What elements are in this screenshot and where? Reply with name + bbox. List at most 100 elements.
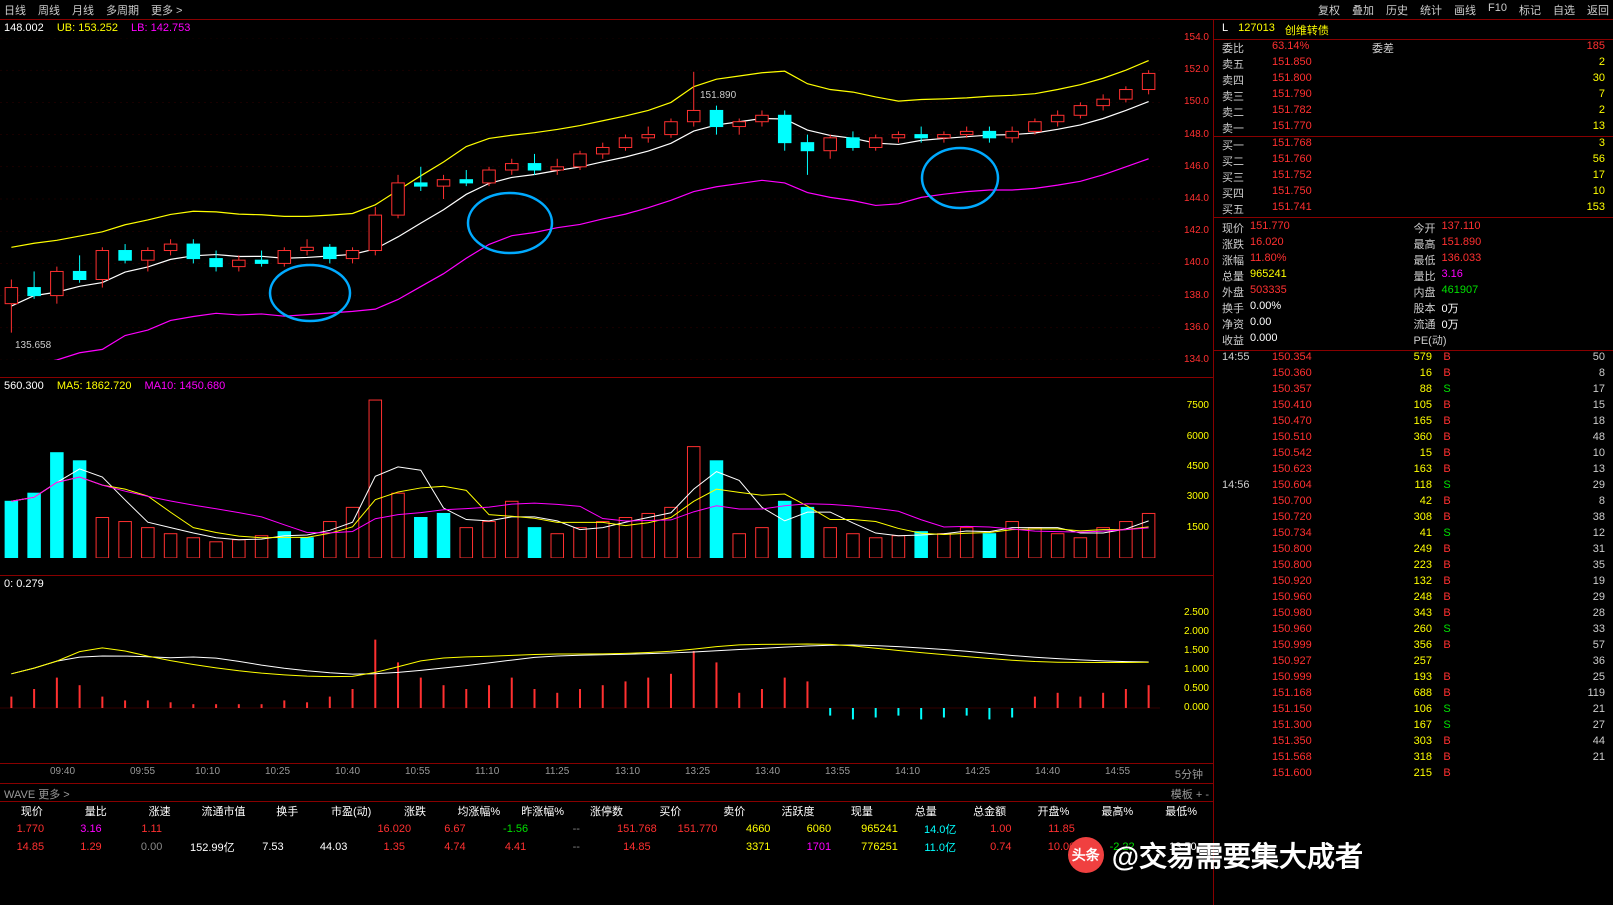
table-row: 14.851.290.00152.99亿7.5344.031.354.744.4… [0, 838, 1213, 856]
top-menu: 日线周线月线多周期更多 > 复权叠加历史统计画线 F10 标记自选返回 [0, 0, 1613, 20]
tick-row: 150.999356B57 [1214, 639, 1613, 655]
menu-item[interactable]: 复权 [1318, 2, 1340, 17]
menu-left: 日线周线月线多周期更多 > [4, 2, 182, 17]
wave-left[interactable]: WAVE 更多 > [4, 786, 70, 799]
stat-row: 涨跌16.020最高151.890 [1214, 236, 1613, 252]
tick-row: 150.35788S17 [1214, 383, 1613, 399]
tick-row: 150.54215B10 [1214, 447, 1613, 463]
time-tick: 14:40 [1035, 766, 1060, 777]
time-tick: 13:25 [685, 766, 710, 777]
wave-bar: WAVE 更多 > 模板 + - [0, 784, 1213, 802]
chart-area: 148.002 UB: 153.252 LB: 142.753 151.890 1… [0, 20, 1213, 905]
tick-row: 150.999193B25 [1214, 671, 1613, 687]
diff-label: 委差 [1372, 40, 1422, 56]
time-tick: 13:10 [615, 766, 640, 777]
volume-chart[interactable]: 15003000450060007500 [0, 396, 1213, 576]
price-indicator: 148.002 UB: 153.252 LB: 142.753 [0, 20, 1213, 38]
watermark-text: @交易需要集大成者 [1112, 835, 1363, 875]
menu-item[interactable]: 自选 [1553, 2, 1575, 17]
time-tick: 11:25 [545, 766, 569, 777]
stock-code: 127013 [1238, 22, 1275, 37]
oscillator-chart[interactable]: 0.0000.5001.0001.5002.0002.500 [0, 594, 1213, 764]
menu-item[interactable]: 统计 [1420, 2, 1442, 17]
stat-row: 外盘503335内盘461907 [1214, 284, 1613, 300]
vol-val: 560.300 [4, 380, 44, 392]
time-tick: 10:10 [195, 766, 220, 777]
osc-val: 0: 0.279 [4, 578, 44, 590]
tick-row: 150.960260S33 [1214, 623, 1613, 639]
menu-item[interactable]: 月线 [72, 2, 94, 17]
tick-row: 150.800223B35 [1214, 559, 1613, 575]
code-prefix: L [1222, 22, 1228, 37]
bid-row: 买二151.76056 [1214, 153, 1613, 169]
time-tick: 13:55 [825, 766, 850, 777]
stat-row: 现价151.770今开137.110 [1214, 220, 1613, 236]
committee-row: 委比 63.14% 委差 185 [1214, 40, 1613, 56]
watermark: 头条 @交易需要集大成者 [1068, 835, 1363, 875]
committee-label: 委比 [1222, 40, 1272, 56]
menu-item[interactable]: 历史 [1386, 2, 1408, 17]
tick-row: 150.410105B15 [1214, 399, 1613, 415]
menu-item[interactable]: 日线 [4, 2, 26, 17]
bid-row: 买五151.741153 [1214, 201, 1613, 217]
tick-row: 14:55150.354579B50 [1214, 351, 1613, 367]
tick-row: 150.920132B19 [1214, 575, 1613, 591]
tick-row: 151.168688B119 [1214, 687, 1613, 703]
svg-text:135.658: 135.658 [15, 340, 52, 351]
menu-item[interactable]: 返回 [1587, 2, 1609, 17]
time-tick: 10:40 [335, 766, 360, 777]
tick-list: 14:55150.354579B50150.36016B8150.35788S1… [1214, 351, 1613, 783]
bottom-data-table: 现价量比涨速流通市值换手市盈(动)涨跌均涨幅%昨涨幅%涨停数买价卖价活跃度现量总… [0, 802, 1213, 856]
tick-row: 151.568318B21 [1214, 751, 1613, 767]
time-tick: 10:55 [405, 766, 430, 777]
menu-right: 复权叠加历史统计画线 F10 标记自选返回 [1318, 2, 1609, 17]
ask-row: 卖一151.77013 [1214, 120, 1613, 136]
stat-row: 总量965241量比3.16 [1214, 268, 1613, 284]
tick-row: 150.92725736 [1214, 655, 1613, 671]
side-panel: L 127013 创维转债 委比 63.14% 委差 185 卖五151.850… [1213, 20, 1613, 905]
bid-row: 买四151.75010 [1214, 185, 1613, 201]
committee-value: 63.14% [1272, 40, 1372, 56]
menu-item[interactable]: 更多 > [151, 2, 182, 17]
menu-item[interactable]: 叠加 [1352, 2, 1374, 17]
tick-row: 14:56150.604118S29 [1214, 479, 1613, 495]
tick-row: 150.800249B31 [1214, 543, 1613, 559]
ub-val: UB: 153.252 [57, 22, 118, 34]
tick-row: 151.150106S21 [1214, 703, 1613, 719]
menu-item[interactable]: F10 [1488, 2, 1507, 17]
wave-right[interactable]: 模板 + - [1171, 786, 1209, 799]
ma5-val: MA5: 1862.720 [57, 380, 132, 392]
tick-row: 150.980343B28 [1214, 607, 1613, 623]
menu-item[interactable]: 画线 [1454, 2, 1476, 17]
side-header: L 127013 创维转债 [1214, 20, 1613, 40]
menu-item[interactable]: 多周期 [106, 2, 139, 17]
time-tick: 14:10 [895, 766, 920, 777]
stat-row: 涨幅11.80%最低136.033 [1214, 252, 1613, 268]
ask-row: 卖二151.7822 [1214, 104, 1613, 120]
interval-label: 5分钟 [1175, 766, 1203, 782]
table-header: 现价量比涨速流通市值换手市盈(动)涨跌均涨幅%昨涨幅%涨停数买价卖价活跃度现量总… [0, 802, 1213, 820]
time-tick: 09:55 [130, 766, 155, 777]
tick-row: 150.510360B48 [1214, 431, 1613, 447]
time-tick: 13:40 [755, 766, 780, 777]
diff-value: 185 [1422, 40, 1605, 56]
menu-item[interactable]: 标记 [1519, 2, 1541, 17]
tick-row: 150.720308B38 [1214, 511, 1613, 527]
tick-row: 150.70042B8 [1214, 495, 1613, 511]
price-chart[interactable]: 151.890135.658 134.0136.0138.0140.0142.0… [0, 38, 1213, 378]
vol-indicator: 560.300 MA5: 1862.720 MA10: 1450.680 [0, 378, 1213, 396]
time-tick: 14:55 [1105, 766, 1130, 777]
time-tick: 10:25 [265, 766, 290, 777]
bid-row: 买三151.75217 [1214, 169, 1613, 185]
time-tick: 09:40 [50, 766, 75, 777]
ask-row: 卖五151.8502 [1214, 56, 1613, 72]
stat-row: 换手0.00%股本0万 [1214, 300, 1613, 316]
svg-text:151.890: 151.890 [700, 90, 737, 101]
bid-row: 买一151.7683 [1214, 137, 1613, 153]
tick-row: 151.300167S27 [1214, 719, 1613, 735]
menu-item[interactable]: 周线 [38, 2, 60, 17]
tick-row: 150.36016B8 [1214, 367, 1613, 383]
ask-row: 卖四151.80030 [1214, 72, 1613, 88]
stat-row: 净资0.00流通0万 [1214, 316, 1613, 332]
time-tick: 14:25 [965, 766, 990, 777]
